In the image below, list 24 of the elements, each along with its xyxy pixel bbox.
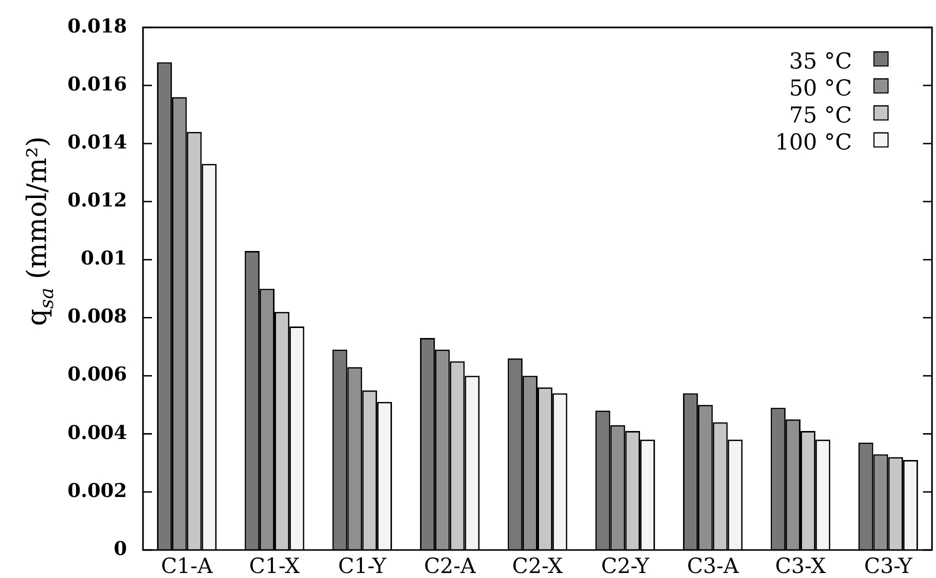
x-tick-label: C1-A xyxy=(160,554,214,578)
y-tick-label: 0.016 xyxy=(68,73,127,96)
legend-label: 50 °C xyxy=(789,76,852,102)
y-tick-label: 0.004 xyxy=(68,422,127,444)
legend-label: 100 °C xyxy=(775,130,852,156)
y-axis-title: qsa (mmol/m²) xyxy=(22,136,58,326)
y-tick-label: 0.002 xyxy=(68,480,127,502)
x-tick-label: C1-Y xyxy=(338,554,388,578)
y-tick-label: 0.018 xyxy=(68,15,127,38)
x-tick-label: C2-Y xyxy=(601,554,650,578)
legend-label: 75 °C xyxy=(789,104,852,129)
y-tick-label: 0.006 xyxy=(68,364,127,386)
x-tick-label: C2-X xyxy=(512,554,563,578)
x-tick-label: C2-A xyxy=(424,554,477,578)
y-tick-label: 0.008 xyxy=(68,306,127,328)
legend-label: 35 °C xyxy=(789,50,852,75)
x-tick-label: C3-X xyxy=(775,554,826,578)
y-tick-label: 0.014 xyxy=(68,131,127,154)
x-tick-label: C3-A xyxy=(686,554,740,578)
y-tick-label: 0.01 xyxy=(80,248,127,270)
y-tick-label: 0.012 xyxy=(68,190,127,212)
y-tick-label: 0 xyxy=(114,538,127,560)
x-tick-label: C3-Y xyxy=(864,554,914,578)
x-tick-label: C1-X xyxy=(249,554,300,578)
